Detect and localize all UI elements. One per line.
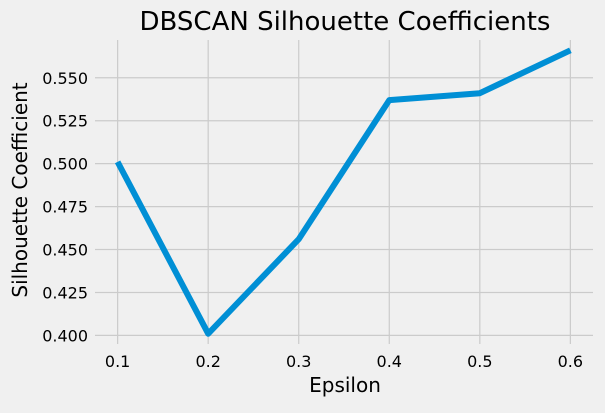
y-tick-label: 0.525 (42, 112, 88, 131)
grid-layer (95, 40, 593, 344)
x-tick-label: 0.1 (105, 352, 130, 371)
x-tick-label: 0.6 (558, 352, 583, 371)
x-tick-label: 0.4 (377, 352, 402, 371)
y-tick-label: 0.450 (42, 241, 88, 260)
y-tick-label: 0.500 (42, 155, 88, 174)
y-tick-label: 0.425 (42, 283, 88, 302)
x-axis-label: Epsilon (309, 373, 381, 397)
x-tick-labels: 0.1 0.2 0.3 0.4 0.5 0.6 (105, 352, 583, 371)
y-axis-label: Silhouette Coefficient (8, 82, 32, 297)
x-tick-label: 0.3 (286, 352, 311, 371)
y-tick-label: 0.550 (42, 69, 88, 88)
x-tick-label: 0.5 (467, 352, 492, 371)
y-tick-labels: 0.400 0.425 0.450 0.475 0.500 0.525 0.550 (42, 69, 88, 346)
y-tick-label: 0.400 (42, 326, 88, 345)
series-layer (118, 50, 571, 334)
chart-title: DBSCAN Silhouette Coefficients (140, 7, 551, 37)
series-line (118, 50, 571, 333)
x-tick-label: 0.2 (195, 352, 220, 371)
y-tick-label: 0.475 (42, 198, 88, 217)
